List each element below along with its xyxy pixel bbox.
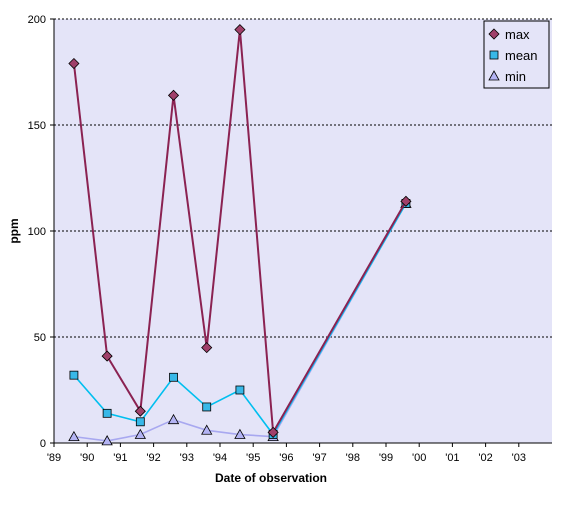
- data-point-min: [167, 413, 180, 425]
- x-tick-label: '98: [346, 452, 360, 464]
- data-point-max: [68, 57, 80, 70]
- data-point-max: [234, 24, 246, 36]
- y-tick-label: 0: [40, 438, 46, 450]
- data-point-mean: [202, 402, 212, 412]
- y-tick-label: 200: [28, 14, 46, 26]
- x-tick-label: '03: [512, 452, 526, 464]
- data-point-min: [68, 430, 80, 442]
- x-tick-label: '96: [279, 452, 293, 464]
- data-point-mean: [102, 408, 112, 418]
- x-tick-label: '91: [113, 452, 127, 464]
- series-max: [68, 24, 412, 438]
- data-point-max: [134, 405, 146, 417]
- data-point-mean: [235, 385, 245, 395]
- data-point-mean: [69, 370, 79, 380]
- data-point-max: [101, 350, 113, 362]
- x-tick-label: '94: [213, 452, 227, 464]
- legend-marker-max: [488, 28, 500, 40]
- data-point-mean: [169, 372, 178, 382]
- series-layer: [68, 24, 412, 446]
- y-tick-label: 50: [34, 332, 46, 344]
- axes: 0 50 100 150 200 '89 '90 '91 '92 '93 '94 '95 '96 '97 '…: [28, 14, 552, 464]
- x-tick-label: '89: [47, 452, 61, 464]
- legend: max mean min: [483, 20, 550, 89]
- legend-marker-min: [488, 70, 500, 81]
- data-point-max: [267, 426, 279, 438]
- data-point-mean: [135, 417, 145, 427]
- x-tick-label: '01: [445, 452, 459, 464]
- x-tick-label: '90: [80, 452, 94, 464]
- x-tick-label: '02: [478, 452, 492, 464]
- grid-lines: [54, 18, 552, 338]
- data-point-min: [201, 424, 213, 435]
- x-tick-label: '95: [246, 452, 260, 464]
- legend-label-mean: mean: [505, 48, 538, 63]
- series-line-mean: [73, 203, 407, 436]
- x-axis-title: Date of observation: [215, 471, 327, 485]
- x-tick-label: '93: [180, 452, 194, 464]
- data-point-min: [234, 428, 246, 439]
- legend-label-min: min: [505, 69, 526, 84]
- legend-marker-mean: [489, 50, 499, 60]
- x-tick-label: '92: [146, 452, 160, 464]
- y-tick-label: 150: [28, 120, 46, 132]
- data-point-max: [167, 89, 180, 101]
- y-axis-title: ppm: [7, 218, 21, 243]
- data-point-min: [101, 435, 113, 446]
- x-tick-label: '97: [312, 452, 326, 464]
- x-tick-label: '99: [379, 452, 393, 464]
- x-tick-label: '00: [412, 452, 426, 464]
- y-tick-label: 100: [28, 226, 46, 238]
- legend-label-max: max: [505, 27, 530, 42]
- series-line-max: [72, 29, 407, 436]
- data-point-min: [134, 428, 146, 439]
- series-line-min: [73, 203, 407, 442]
- data-point-max: [201, 342, 213, 354]
- data-point-max: [400, 195, 412, 207]
